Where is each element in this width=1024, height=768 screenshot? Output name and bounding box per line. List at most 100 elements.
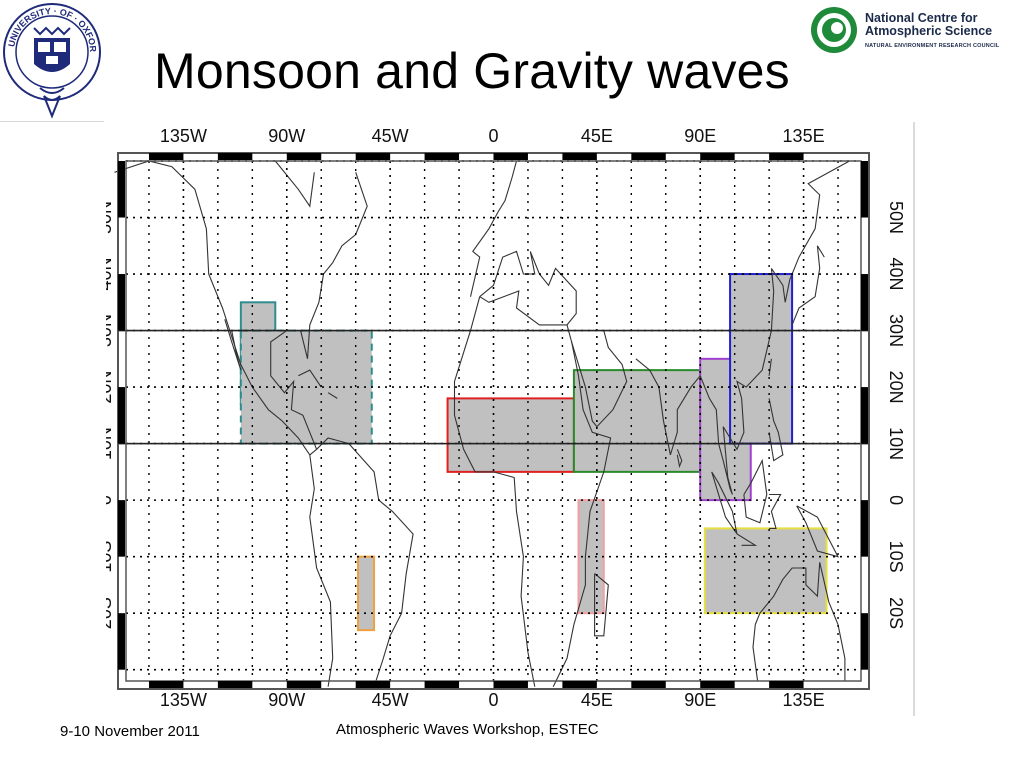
coastline-15 bbox=[676, 449, 683, 469]
coastline-8 bbox=[469, 160, 518, 297]
lon-tick-label: 45W bbox=[372, 126, 409, 146]
frame-tick-segment bbox=[769, 153, 804, 160]
ncas-name: National Centre for Atmospheric Science bbox=[865, 12, 992, 38]
coastline-25 bbox=[752, 624, 759, 682]
lat-tick-label-left: 20S bbox=[106, 597, 115, 629]
frame-tick-segment bbox=[769, 681, 804, 688]
lat-tick-label-left: 0 bbox=[106, 495, 115, 505]
frame-tick-segment bbox=[562, 153, 597, 160]
slide-title: Monsoon and Gravity waves bbox=[154, 43, 790, 99]
axis-labels: 135W 135W 90W 90W 45W 45W 0 0 45E 45E 90E 90E 135E 13… bbox=[106, 126, 906, 710]
frame-tick-segment bbox=[861, 274, 868, 331]
lat-tick-label-left: 10S bbox=[106, 541, 115, 573]
frame-tick-segment bbox=[861, 387, 868, 444]
ncas-line-2: Atmospheric Science bbox=[865, 24, 993, 38]
world-map-figure: 135W 135W 90W 90W 45W 45W 0 0 45E 45E 90E 90E 135E 13… bbox=[106, 122, 915, 716]
frame-tick-segment bbox=[286, 681, 322, 688]
lon-tick-label: 90W bbox=[268, 690, 305, 710]
header-rule bbox=[0, 121, 104, 122]
coastline-1 bbox=[224, 319, 242, 371]
nerc-text: NATURAL ENVIRONMENT RESEARCH COUNCIL bbox=[865, 43, 1000, 49]
coastline-6 bbox=[309, 454, 334, 687]
map-frame bbox=[117, 152, 870, 690]
coastline-0 bbox=[114, 160, 311, 456]
lat-tick-label-right: 10N bbox=[886, 427, 906, 460]
lat-tick-label-left: 40N bbox=[106, 258, 115, 291]
lat-tick-label-right: 20N bbox=[886, 371, 906, 404]
frame-tick-segment bbox=[118, 387, 125, 444]
frame-tick-segment bbox=[148, 681, 184, 688]
lat-tick-label-right: 10S bbox=[886, 541, 906, 573]
frame-tick-segment bbox=[148, 153, 184, 160]
coastline-17 bbox=[791, 245, 825, 326]
lon-tick-label: 135E bbox=[783, 690, 825, 710]
lon-tick-label: 135E bbox=[783, 126, 825, 146]
footer-event: Atmospheric Waves Workshop, ESTEC bbox=[336, 721, 599, 738]
lat-tick-label-left: 10N bbox=[106, 427, 115, 460]
coastline-20 bbox=[743, 458, 768, 524]
frame-tick-segment bbox=[286, 153, 322, 160]
ncas-logo: National Centre for Atmospheric Science … bbox=[808, 4, 1018, 58]
coastline-14 bbox=[635, 358, 701, 456]
coastline-12 bbox=[594, 573, 609, 637]
region-box-blue bbox=[729, 273, 794, 445]
region-box-orange bbox=[356, 555, 376, 632]
frame-tick-segment bbox=[861, 161, 868, 218]
lon-tick-label: 90E bbox=[684, 690, 716, 710]
frame-tick-segment bbox=[118, 500, 125, 557]
lon-tick-label: 135W bbox=[160, 690, 207, 710]
lon-tick-label: 0 bbox=[488, 126, 498, 146]
coastlines bbox=[114, 160, 850, 687]
lat-tick-label-right: 20S bbox=[886, 597, 906, 629]
lon-tick-label: 45E bbox=[581, 126, 613, 146]
frame-tick-segment bbox=[631, 681, 666, 688]
university-of-oxford-logo: UNIVERSITY · OF · OXFORD bbox=[0, 0, 101, 119]
coastline-9 bbox=[479, 250, 577, 326]
frame-tick-segment bbox=[700, 153, 735, 160]
ncas-swirl-icon bbox=[811, 7, 857, 53]
frame-tick-segment bbox=[217, 153, 253, 160]
frame-tick-segment bbox=[118, 613, 125, 670]
coastline-4 bbox=[298, 369, 322, 388]
coastline-24 bbox=[754, 562, 846, 681]
frame-tick-segment bbox=[631, 153, 666, 160]
lat-tick-label-right: 0 bbox=[886, 495, 906, 505]
frame-tick-segment bbox=[355, 153, 391, 160]
frame-tick-segment bbox=[493, 681, 528, 688]
coastline-18 bbox=[768, 358, 772, 376]
coastline-22 bbox=[736, 533, 758, 546]
frame-tick-segment bbox=[118, 161, 125, 218]
lon-tick-label: 45W bbox=[372, 690, 409, 710]
lon-tick-label: 90W bbox=[268, 126, 305, 146]
lat-tick-label-right: 30N bbox=[886, 314, 906, 347]
coastline-26 bbox=[769, 493, 782, 529]
lon-tick-label: 135W bbox=[160, 126, 207, 146]
dotted-gridlines bbox=[126, 160, 861, 681]
frame-tick-segment bbox=[562, 681, 597, 688]
footer-date: 9-10 November 2011 bbox=[60, 723, 200, 740]
frame-tick-segment bbox=[424, 153, 460, 160]
lon-tick-label: 0 bbox=[488, 690, 498, 710]
coastline-13 bbox=[571, 330, 628, 428]
region-boxes bbox=[239, 273, 828, 632]
frame-tick-segment bbox=[861, 613, 868, 670]
frame-tick-segment bbox=[700, 681, 735, 688]
coastline-5 bbox=[327, 392, 338, 399]
lat-tick-label-right: 50N bbox=[886, 201, 906, 234]
coastline-10 bbox=[453, 296, 536, 687]
lat-tick-label-left: 20N bbox=[106, 371, 115, 404]
frame-tick-segment bbox=[118, 274, 125, 331]
lat-tick-label-left: 30N bbox=[106, 314, 115, 347]
frame-tick-segment bbox=[217, 681, 253, 688]
lon-tick-label: 90E bbox=[684, 126, 716, 146]
lat-tick-label-right: 40N bbox=[886, 258, 906, 291]
region-box-yellow bbox=[703, 527, 828, 615]
coastline-3 bbox=[274, 160, 315, 208]
coastline-16 bbox=[699, 160, 850, 495]
coastline-11 bbox=[552, 324, 612, 687]
lat-tick-label-left: 50N bbox=[106, 201, 115, 234]
coastline-7 bbox=[316, 437, 414, 687]
frame-tick-segment bbox=[424, 681, 460, 688]
frame-tick-segment bbox=[355, 681, 391, 688]
frame-tick-segment bbox=[493, 153, 528, 160]
